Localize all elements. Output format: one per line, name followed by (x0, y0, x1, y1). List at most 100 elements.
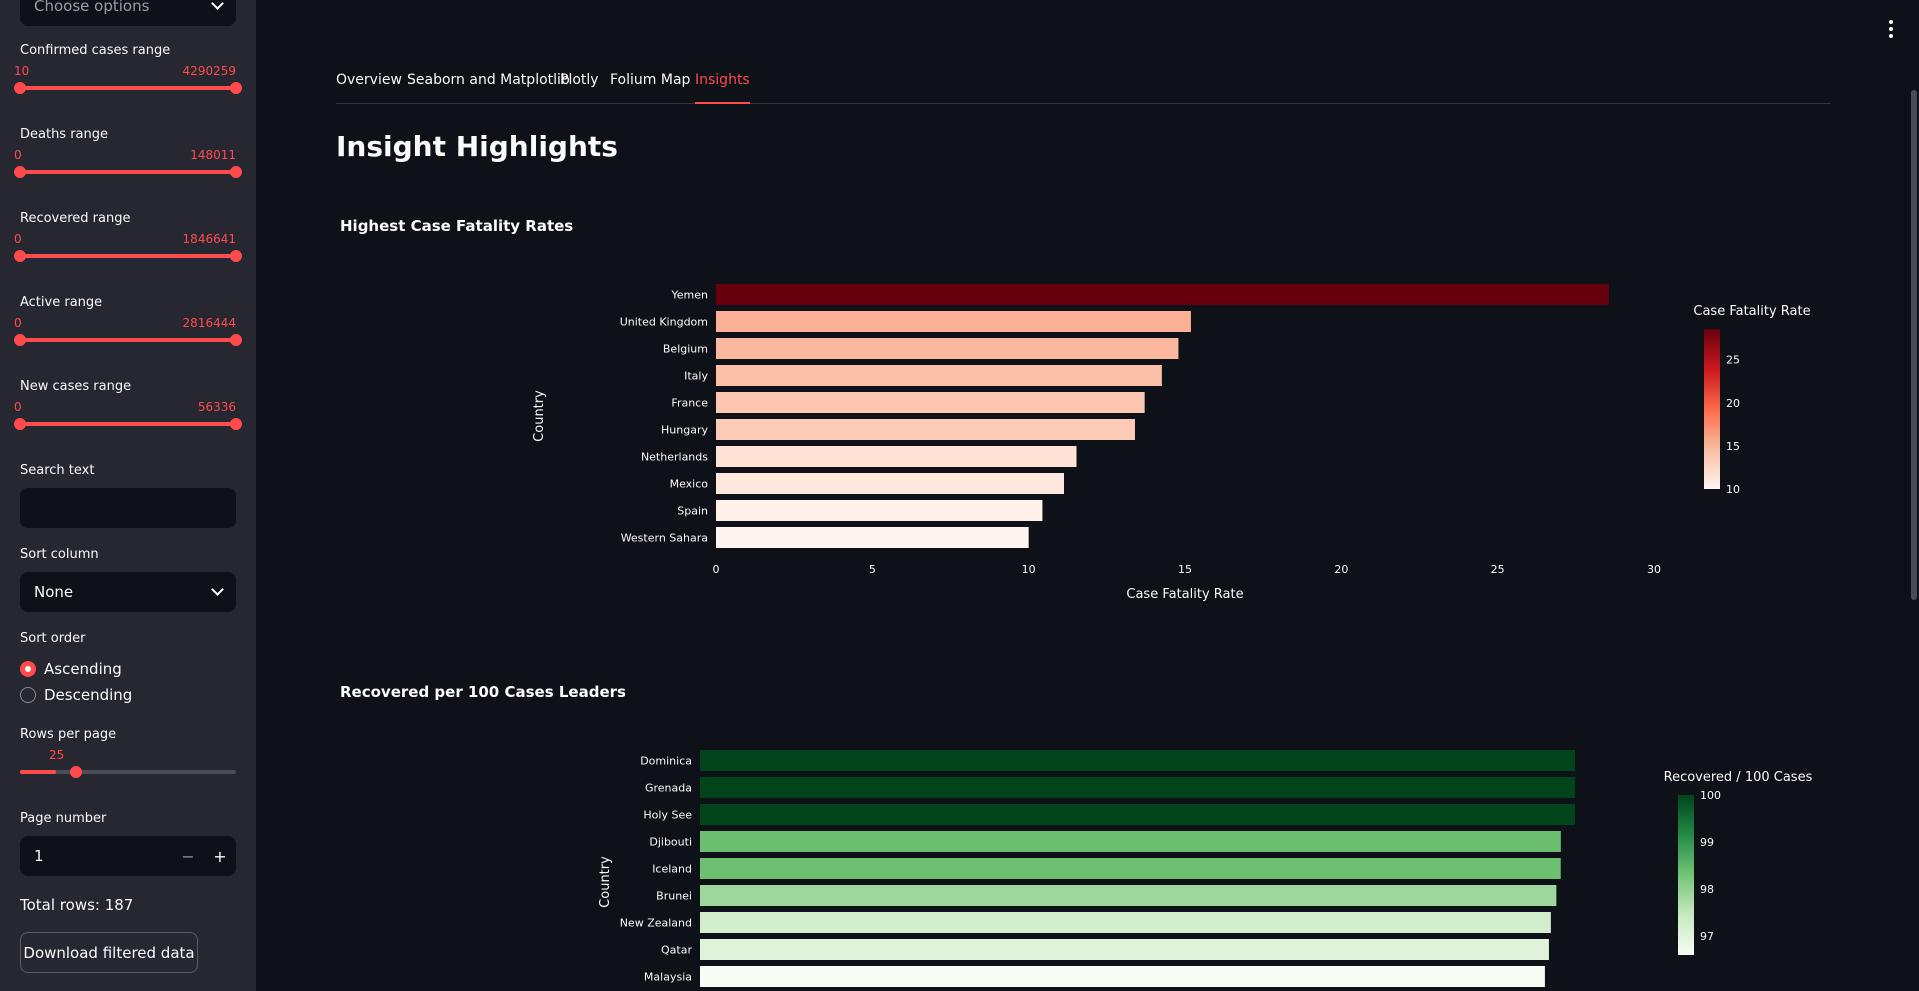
radio-descending[interactable]: Descending (20, 686, 132, 704)
y-tick-label: Iceland (652, 863, 692, 876)
recovery-chart: Country Dominica Grenada Holy See Djibouti Ic… (598, 750, 1813, 987)
rows-per-page-slider[interactable] (20, 766, 236, 778)
slider-min-handle[interactable] (14, 166, 26, 178)
slider-min-value: 0 (14, 400, 22, 414)
main-content: Overview Seaborn and Matplotlib Plotly F… (256, 0, 1919, 991)
download-button[interactable]: Download filtered data (20, 932, 198, 973)
bar (700, 885, 1557, 906)
y-tick-label: Grenada (645, 782, 692, 795)
choose-options-select[interactable]: Choose options (20, 0, 236, 26)
page-number-value: 1 (34, 847, 44, 865)
slider-max-handle[interactable] (230, 82, 242, 94)
chevron-down-icon (211, 583, 224, 596)
y-tick-label: Yemen (671, 289, 709, 302)
tab-plotly[interactable]: Plotly (560, 72, 599, 88)
increment-button[interactable]: + (213, 846, 227, 866)
colorbar-tick-label: 15 (1726, 440, 1740, 453)
y-tick-label: Netherlands (641, 451, 708, 464)
bar (716, 311, 1191, 332)
colorbar-tick-label: 100 (1700, 789, 1721, 802)
radio-label: Ascending (44, 660, 122, 678)
y-tick-label: Djibouti (649, 836, 692, 849)
rows-per-page-value: 25 (49, 748, 65, 762)
fatality-chart: Country Yemen United Kingdom Belgium Italy Fr… (532, 284, 1811, 602)
choose-options-text: Choose options (34, 0, 150, 15)
bar (700, 939, 1549, 960)
colorbar-title: Case Fatality Rate (1693, 304, 1810, 319)
slider-min-value: 0 (14, 148, 22, 162)
bar (716, 527, 1029, 548)
rows-per-page-label: Rows per page (20, 727, 117, 742)
bar (700, 858, 1561, 879)
search-label: Search text (20, 463, 95, 478)
y-tick-label: Spain (677, 505, 708, 518)
colorbar (1678, 795, 1694, 955)
slider-min-handle[interactable] (14, 334, 26, 346)
more-menu-icon[interactable] (1889, 20, 1893, 41)
slider-handle[interactable] (70, 766, 82, 778)
bar (716, 473, 1064, 494)
slider-max-value: 4290259 (182, 64, 236, 78)
decrement-button[interactable]: − (181, 846, 195, 866)
sort-column-select[interactable]: None (20, 572, 236, 612)
x-tick-label: 20 (1334, 563, 1348, 576)
y-tick-label: Dominica (640, 755, 692, 768)
slider-min-handle[interactable] (14, 418, 26, 430)
x-axis-title: Case Fatality Rate (1126, 587, 1243, 602)
bar (700, 831, 1561, 852)
slider-label: Recovered range (20, 211, 131, 226)
tab-bar: Overview Seaborn and Matplotlib Plotly F… (336, 72, 1831, 104)
slider-max-value: 56336 (197, 400, 236, 414)
bar (700, 912, 1551, 933)
slider-label: Confirmed cases range (20, 43, 171, 58)
bar (716, 365, 1162, 386)
search-input[interactable] (20, 488, 236, 528)
x-tick-label: 30 (1647, 563, 1661, 576)
slider-max-handle[interactable] (230, 334, 242, 346)
y-tick-label: Holy See (643, 809, 692, 822)
slider-fill (20, 770, 56, 774)
slider-min-value: 0 (14, 232, 22, 246)
y-axis-title: Country (598, 856, 613, 908)
tab-overview[interactable]: Overview (336, 72, 402, 88)
slider-label: Deaths range (20, 127, 109, 142)
y-tick-label: Belgium (663, 343, 708, 356)
slider-max-handle[interactable] (230, 250, 242, 262)
bar (716, 338, 1179, 359)
page-number-label: Page number (20, 811, 107, 826)
total-rows: Total rows: 187 (20, 896, 134, 914)
slider-track[interactable] (14, 250, 242, 262)
slider-max-handle[interactable] (230, 418, 242, 430)
chart-2-title: Recovered per 100 Cases Leaders (340, 683, 626, 701)
radio-selected-icon (20, 661, 36, 677)
slider-max-value: 1846641 (182, 232, 236, 246)
tab-seaborn[interactable]: Seaborn and Matplotlib (407, 72, 570, 88)
slider-max-value: 148011 (190, 148, 236, 162)
y-tick-label: Hungary (661, 424, 708, 437)
y-tick-label: New Zealand (620, 917, 692, 930)
y-axis-title: Country (532, 390, 547, 442)
tab-insights[interactable]: Insights (695, 72, 750, 104)
slider-track[interactable] (14, 166, 242, 178)
x-tick-label: 15 (1178, 563, 1192, 576)
y-tick-label: United Kingdom (620, 316, 708, 329)
y-tick-label: Brunei (656, 890, 692, 903)
bar (700, 804, 1575, 825)
x-tick-label: 0 (713, 563, 720, 576)
slider-min-value: 0 (14, 316, 22, 330)
slider-track[interactable] (14, 82, 242, 94)
bar (716, 419, 1135, 440)
slider-label: New cases range (20, 379, 132, 394)
x-tick-label: 5 (869, 563, 876, 576)
scrollbar[interactable] (1911, 90, 1917, 600)
colorbar-tick-label: 25 (1726, 354, 1740, 367)
slider-max-handle[interactable] (230, 166, 242, 178)
sort-column-label: Sort column (20, 547, 99, 562)
page-number-input[interactable]: 1 − + (20, 836, 236, 876)
radio-ascending[interactable]: Ascending (20, 660, 122, 678)
slider-min-handle[interactable] (14, 82, 26, 94)
slider-track[interactable] (14, 334, 242, 346)
slider-track[interactable] (14, 418, 242, 430)
tab-folium[interactable]: Folium Map (610, 72, 691, 88)
slider-min-handle[interactable] (14, 250, 26, 262)
